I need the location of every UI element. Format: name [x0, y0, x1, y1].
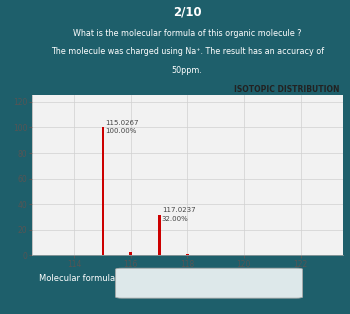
Text: 50ppm.: 50ppm.: [172, 66, 203, 75]
Text: Molecular formula: Molecular formula: [40, 274, 116, 283]
Text: What is the molecular formula of this organic molecule ?: What is the molecular formula of this or…: [73, 29, 301, 38]
Bar: [158, 214, 161, 256]
Bar: [102, 127, 104, 256]
Bar: [186, 254, 189, 256]
Text: 2/10: 2/10: [173, 6, 202, 19]
Bar: [129, 252, 132, 256]
Text: ISOTOPIC DISTRIBUTION: ISOTOPIC DISTRIBUTION: [234, 85, 340, 94]
Text: 117.0237: 117.0237: [162, 207, 196, 213]
Text: 115.0267: 115.0267: [105, 120, 139, 126]
Text: 32.00%: 32.00%: [162, 215, 189, 222]
Text: The molecule was charged using Na⁺. The result has an accuracy of: The molecule was charged using Na⁺. The …: [51, 47, 324, 57]
FancyBboxPatch shape: [116, 268, 302, 298]
Text: 100.00%: 100.00%: [105, 128, 137, 134]
X-axis label: m/z: m/z: [180, 271, 195, 280]
